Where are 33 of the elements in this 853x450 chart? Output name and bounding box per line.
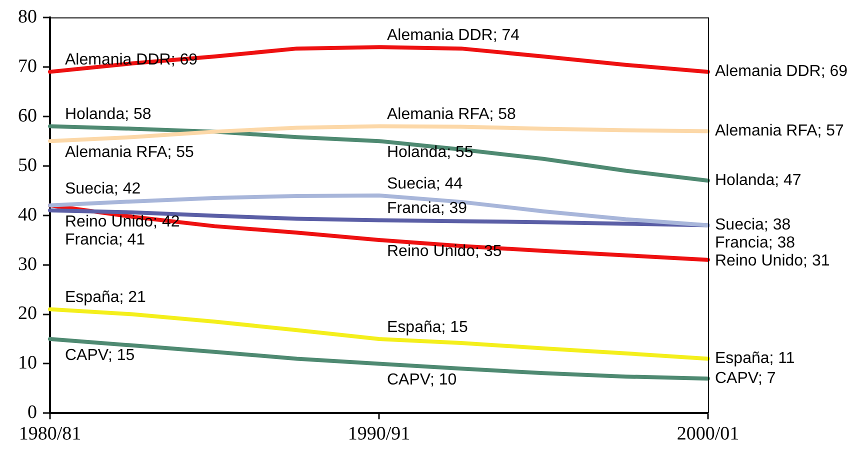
y-tick-label: 80 (18, 6, 37, 28)
data-label: Alemania RFA; 58 (387, 106, 516, 124)
data-label: Alemania RFA; 55 (65, 144, 194, 161)
data-label: Francia; 41 (65, 231, 146, 248)
data-label: España; 21 (65, 289, 146, 306)
y-tick-label: 20 (18, 303, 37, 324)
data-label: CAPV; 7 (715, 370, 776, 387)
data-label: Holanda; 47 (715, 172, 802, 190)
data-label: Reino Unido; 31 (715, 252, 830, 270)
y-tick-label: 0 (28, 402, 37, 424)
data-label: Suecia; 38 (715, 216, 791, 234)
y-tick-label: 70 (18, 56, 37, 77)
y-tick-label: 50 (18, 154, 37, 176)
x-tick-label: 2000/01 (676, 424, 740, 445)
y-tick-label: 10 (18, 352, 37, 374)
data-label: Alemania RFA; 57 (715, 122, 844, 140)
data-label: España; 11 (715, 350, 795, 368)
data-label: Alemania DDR; 69 (715, 63, 848, 80)
y-tick-label: 30 (18, 254, 37, 275)
y-tick-label: 60 (18, 105, 37, 126)
data-label: Francia; 39 (387, 200, 468, 218)
data-label: España; 15 (387, 318, 468, 336)
data-label: Suecia; 42 (65, 180, 141, 198)
data-label: Holanda; 58 (65, 106, 152, 124)
data-label: Suecia; 44 (387, 175, 463, 192)
data-label: CAPV; 15 (65, 346, 135, 364)
y-tick-label: 40 (18, 204, 37, 226)
data-label: Francia; 38 (715, 234, 796, 252)
x-tick-label: 1990/91 (348, 424, 410, 445)
data-label: CAPV; 10 (387, 372, 457, 389)
data-label: Reino Unido; 42 (65, 213, 180, 230)
data-label: Alemania DDR; 74 (387, 26, 520, 44)
x-tick-label: 1980/81 (18, 424, 82, 445)
